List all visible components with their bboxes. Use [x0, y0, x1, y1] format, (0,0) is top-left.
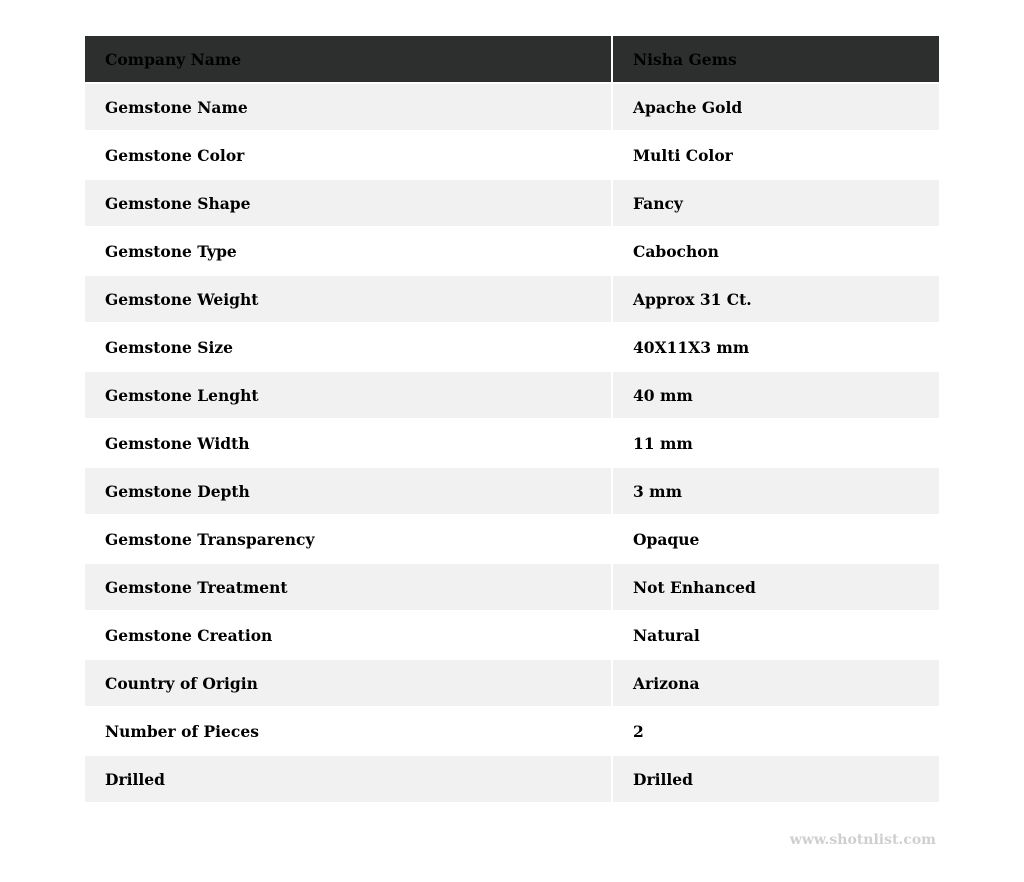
- row-value: Fancy: [613, 180, 939, 226]
- gemstone-spec-table: Company Name Nisha Gems Gemstone Name Apa…: [85, 36, 939, 804]
- row-label: Gemstone Width: [85, 420, 611, 466]
- row-value: 40 mm: [613, 372, 939, 418]
- row-label: Drilled: [85, 756, 611, 802]
- row-value: Apache Gold: [613, 84, 939, 130]
- row-label: Gemstone Type: [85, 228, 611, 274]
- row-value: 3 mm: [613, 468, 939, 514]
- row-label: Gemstone Color: [85, 132, 611, 178]
- table-row: Gemstone Lenght 40 mm: [85, 372, 939, 418]
- watermark: www.shotnlist.com: [789, 832, 936, 848]
- row-label: Gemstone Lenght: [85, 372, 611, 418]
- row-label: Gemstone Weight: [85, 276, 611, 322]
- table-row: Number of Pieces 2: [85, 708, 939, 754]
- row-value: Opaque: [613, 516, 939, 562]
- row-value: Approx 31 Ct.: [613, 276, 939, 322]
- row-value: Cabochon: [613, 228, 939, 274]
- table-row: Gemstone Weight Approx 31 Ct.: [85, 276, 939, 322]
- row-label: Gemstone Name: [85, 84, 611, 130]
- row-value: Not Enhanced: [613, 564, 939, 610]
- row-label: Country of Origin: [85, 660, 611, 706]
- row-label: Gemstone Transparency: [85, 516, 611, 562]
- row-label: Gemstone Treatment: [85, 564, 611, 610]
- row-value: Natural: [613, 612, 939, 658]
- table-row: Gemstone Color Multi Color: [85, 132, 939, 178]
- header-value: Nisha Gems: [613, 36, 939, 82]
- row-value: 2: [613, 708, 939, 754]
- table-row: Gemstone Shape Fancy: [85, 180, 939, 226]
- row-value: 40X11X3 mm: [613, 324, 939, 370]
- table-row: Gemstone Depth 3 mm: [85, 468, 939, 514]
- table-row: Gemstone Size 40X11X3 mm: [85, 324, 939, 370]
- row-value: Arizona: [613, 660, 939, 706]
- table-row: Gemstone Creation Natural: [85, 612, 939, 658]
- table-row: Gemstone Name Apache Gold: [85, 84, 939, 130]
- row-value: Drilled: [613, 756, 939, 802]
- table-row: Gemstone Treatment Not Enhanced: [85, 564, 939, 610]
- table-row: Drilled Drilled: [85, 756, 939, 802]
- table-header-row: Company Name Nisha Gems: [85, 36, 939, 82]
- row-label: Gemstone Size: [85, 324, 611, 370]
- table-row: Gemstone Width 11 mm: [85, 420, 939, 466]
- table-row: Gemstone Type Cabochon: [85, 228, 939, 274]
- table-row: Country of Origin Arizona: [85, 660, 939, 706]
- row-label: Gemstone Depth: [85, 468, 611, 514]
- row-value: 11 mm: [613, 420, 939, 466]
- row-label: Number of Pieces: [85, 708, 611, 754]
- row-label: Gemstone Creation: [85, 612, 611, 658]
- table-row: Gemstone Transparency Opaque: [85, 516, 939, 562]
- row-label: Gemstone Shape: [85, 180, 611, 226]
- row-value: Multi Color: [613, 132, 939, 178]
- header-label: Company Name: [85, 36, 611, 82]
